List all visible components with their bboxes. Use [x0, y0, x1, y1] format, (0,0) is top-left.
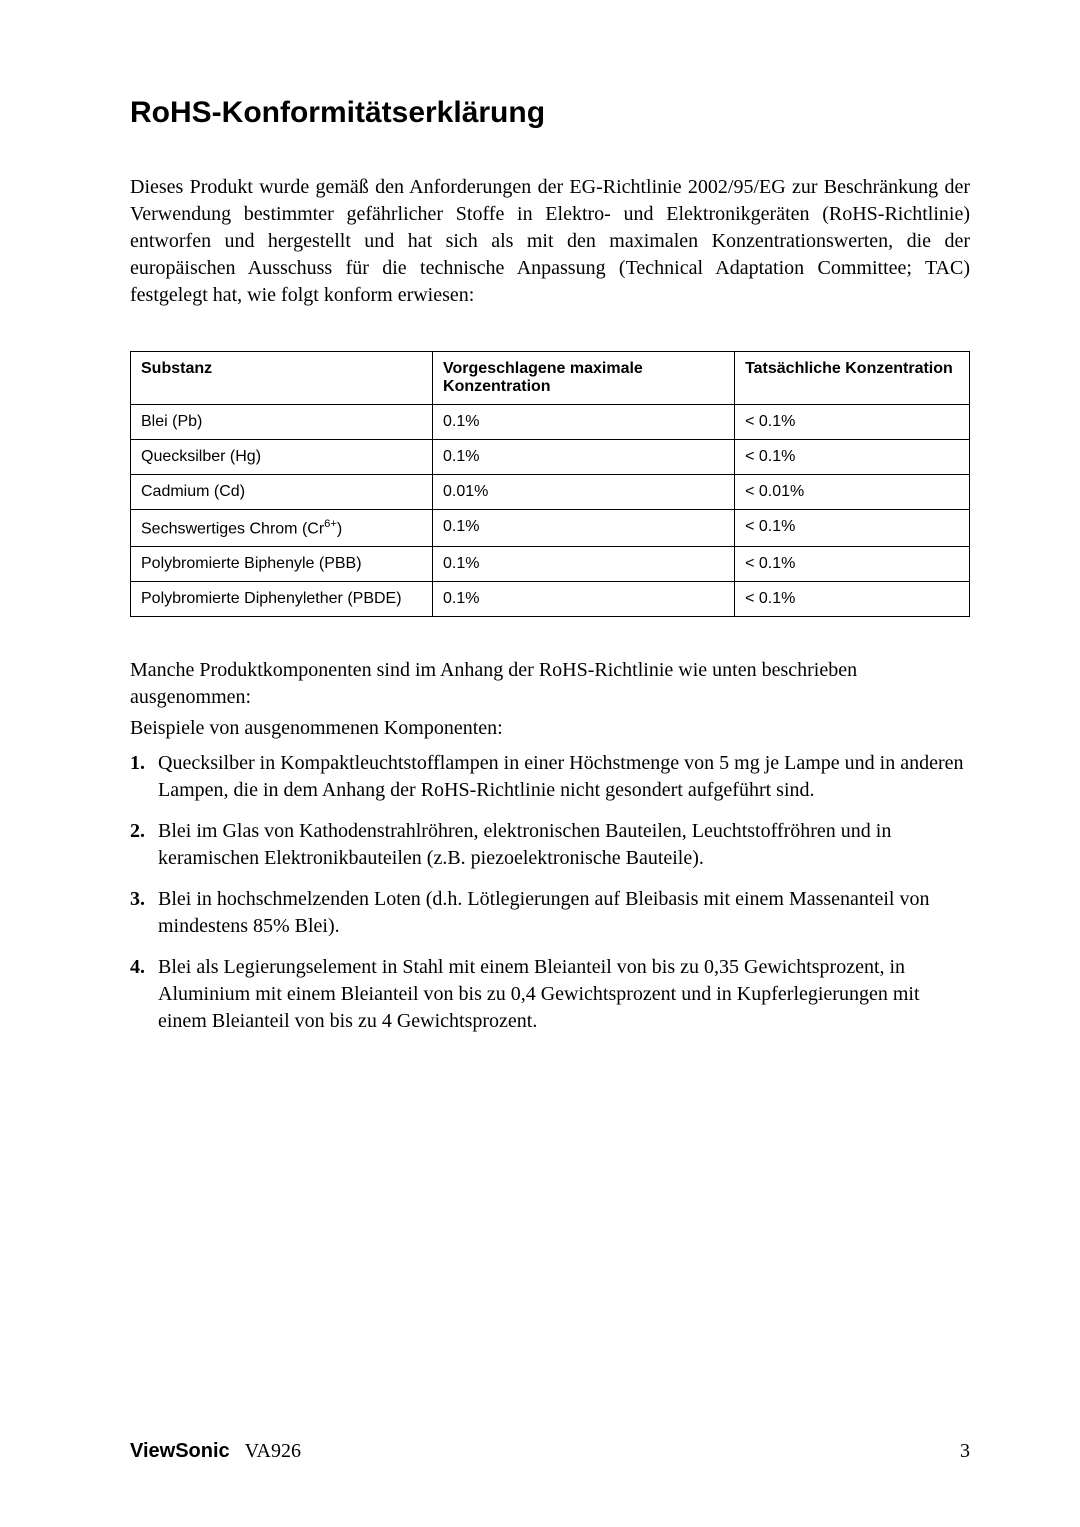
- list-item-number: 3.: [130, 886, 145, 913]
- cell-actual: < 0.1%: [735, 440, 970, 475]
- list-item: 2. Blei im Glas von Kathodenstrahlröhren,…: [130, 818, 970, 872]
- list-item-text: Blei in hochschmelzenden Loten (d.h. Löt…: [158, 888, 929, 937]
- cell-substance: Quecksilber (Hg): [131, 440, 433, 475]
- cell-substance: Sechswertiges Chrom (Cr6+): [131, 510, 433, 547]
- cell-substance: Cadmium (Cd): [131, 475, 433, 510]
- table-row: Polybromierte Diphenylether (PBDE)0.1%< …: [131, 582, 970, 617]
- list-item: 3. Blei in hochschmelzenden Loten (d.h. L…: [130, 886, 970, 940]
- table-row: Blei (Pb)0.1%< 0.1%: [131, 405, 970, 440]
- table-row: Polybromierte Biphenyle (PBB)0.1%< 0.1%: [131, 547, 970, 582]
- table-row: Cadmium (Cd)0.01%< 0.01%: [131, 475, 970, 510]
- page-title: RoHS-Konformitätserklärung: [130, 96, 970, 130]
- list-item-number: 4.: [130, 954, 145, 981]
- cell-substance: Polybromierte Diphenylether (PBDE): [131, 582, 433, 617]
- exemption-intro-1: Manche Produktkomponenten sind im Anhang…: [130, 657, 970, 711]
- exemptions-list: 1. Quecksilber in Kompaktleuchtstofflampe…: [130, 750, 970, 1035]
- list-item: 1. Quecksilber in Kompaktleuchtstofflampe…: [130, 750, 970, 804]
- cell-proposed: 0.1%: [433, 547, 735, 582]
- table-row: Sechswertiges Chrom (Cr6+)0.1%< 0.1%: [131, 510, 970, 547]
- substances-table: Substanz Vorgeschlagene maximale Konzent…: [130, 351, 970, 617]
- list-item-number: 1.: [130, 750, 145, 777]
- list-item-text: Blei im Glas von Kathodenstrahlröhren, e…: [158, 820, 891, 869]
- cell-proposed: 0.1%: [433, 405, 735, 440]
- cell-actual: < 0.1%: [735, 510, 970, 547]
- cell-actual: < 0.1%: [735, 405, 970, 440]
- intro-paragraph: Dieses Produkt wurde gemäß den Anforderu…: [130, 174, 970, 309]
- list-item: 4. Blei als Legierungselement in Stahl mi…: [130, 954, 970, 1035]
- table-row: Quecksilber (Hg)0.1%< 0.1%: [131, 440, 970, 475]
- col-substance: Substanz: [131, 352, 433, 405]
- cell-proposed: 0.1%: [433, 440, 735, 475]
- cell-actual: < 0.1%: [735, 547, 970, 582]
- list-item-text: Quecksilber in Kompaktleuchtstofflampen …: [158, 752, 964, 801]
- footer-page-number: 3: [960, 1440, 970, 1463]
- col-actual: Tatsächliche Konzentration: [735, 352, 970, 405]
- cell-proposed: 0.1%: [433, 582, 735, 617]
- footer-brand: ViewSonic: [130, 1440, 230, 1462]
- cell-actual: < 0.1%: [735, 582, 970, 617]
- list-item-number: 2.: [130, 818, 145, 845]
- cell-actual: < 0.01%: [735, 475, 970, 510]
- footer-model: VA926: [245, 1440, 301, 1462]
- list-item-text: Blei als Legierungselement in Stahl mit …: [158, 956, 920, 1032]
- exemption-intro-2: Beispiele von ausgenommenen Komponenten:: [130, 715, 970, 742]
- cell-proposed: 0.01%: [433, 475, 735, 510]
- document-page: RoHS-Konformitätserklärung Dieses Produk…: [0, 0, 1080, 1527]
- cell-substance: Blei (Pb): [131, 405, 433, 440]
- col-proposed: Vorgeschlagene maximale Konzentration: [433, 352, 735, 405]
- cell-proposed: 0.1%: [433, 510, 735, 547]
- page-footer: ViewSonic VA926 3: [130, 1440, 970, 1463]
- cell-substance: Polybromierte Biphenyle (PBB): [131, 547, 433, 582]
- footer-left: ViewSonic VA926: [130, 1440, 301, 1463]
- table-header-row: Substanz Vorgeschlagene maximale Konzent…: [131, 352, 970, 405]
